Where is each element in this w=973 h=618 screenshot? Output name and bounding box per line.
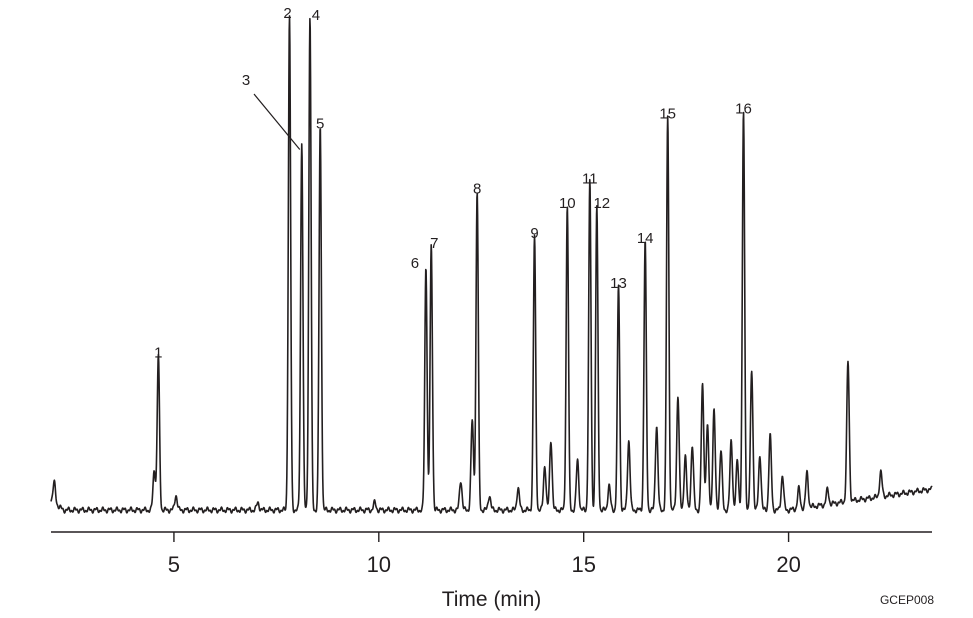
peak-label-3: 3 bbox=[242, 72, 250, 89]
peak-label-6: 6 bbox=[411, 255, 419, 272]
peak-label-16: 16 bbox=[735, 101, 752, 118]
peak-label-10: 10 bbox=[559, 195, 576, 212]
x-tick-label: 20 bbox=[776, 552, 800, 577]
x-axis-title: Time (min) bbox=[442, 588, 542, 611]
x-ticks: 5 10 15 20 bbox=[168, 532, 801, 577]
peak-label-13: 13 bbox=[610, 275, 627, 292]
peak-label-14: 14 bbox=[637, 230, 654, 247]
peak-label-15: 15 bbox=[659, 106, 676, 123]
peak-label-5: 5 bbox=[316, 116, 324, 133]
x-tick-label: 5 bbox=[168, 552, 180, 577]
peak-label-4: 4 bbox=[312, 7, 320, 24]
peak-label-9: 9 bbox=[530, 225, 538, 242]
chromatogram-trace bbox=[50, 15, 933, 514]
peak-3-leader-line bbox=[253, 93, 301, 150]
x-tick-label: 15 bbox=[571, 552, 595, 577]
peak-label-8: 8 bbox=[473, 180, 481, 197]
peak-label-11: 11 bbox=[582, 170, 598, 187]
figure-code: GCEP008 bbox=[880, 593, 934, 607]
peak-label-7: 7 bbox=[430, 235, 438, 252]
peak-label-2: 2 bbox=[283, 5, 291, 22]
x-tick-label: 10 bbox=[367, 552, 391, 577]
peak-label-1: 1 bbox=[154, 345, 162, 362]
